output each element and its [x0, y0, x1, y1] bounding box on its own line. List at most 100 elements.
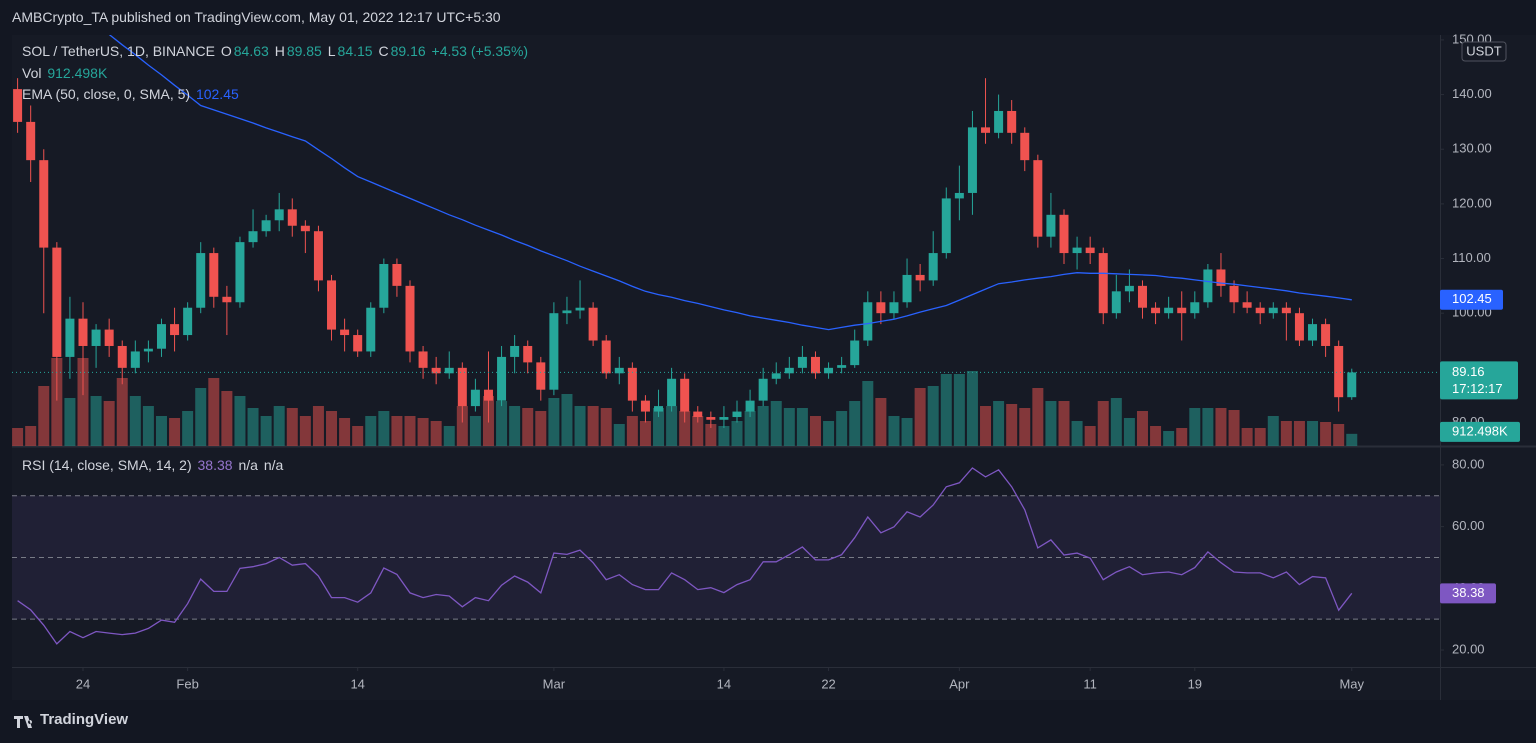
candle-body: [824, 367, 834, 374]
volume-bar: [1202, 408, 1214, 446]
candle-body: [797, 356, 807, 368]
low-value: 84.15: [337, 43, 373, 59]
volume-bar: [77, 358, 89, 446]
volume-bar: [1110, 398, 1122, 446]
volume-bar: [901, 418, 913, 446]
volume-bar: [1019, 408, 1031, 446]
volume-bar: [1136, 411, 1148, 446]
volume-bar: [783, 408, 795, 446]
x-tick-label: Mar: [543, 676, 566, 691]
candle-body: [1085, 247, 1095, 254]
volume-name: Vol: [22, 65, 42, 81]
x-tick-label: May: [1339, 676, 1364, 691]
volume-bar: [1228, 410, 1240, 446]
volume-bar: [247, 408, 259, 446]
y-tick-label: 140.00: [1452, 86, 1492, 101]
volume-bar: [626, 416, 638, 446]
y-tick-label: 130.00: [1452, 141, 1492, 156]
symbol: SOL / TetherUS, 1D, BINANCE: [22, 43, 215, 59]
volume-bar: [666, 406, 678, 446]
candle-body: [156, 324, 166, 349]
candle-body: [143, 348, 153, 352]
candle-body: [327, 280, 337, 330]
volume-bar: [653, 408, 665, 446]
candle-body: [549, 313, 559, 390]
volume-bar: [1346, 433, 1358, 446]
change: +4.53 (+5.35%): [431, 43, 529, 59]
candle-body: [183, 307, 193, 336]
candle-body: [470, 389, 480, 407]
candle-body: [1242, 302, 1252, 308]
candle-body: [1268, 307, 1278, 314]
ema-value: 102.45: [195, 86, 239, 102]
candle-body: [392, 264, 402, 286]
candle-body: [405, 285, 415, 352]
candle-body: [130, 351, 140, 368]
candle-body: [1124, 285, 1134, 292]
candle-body: [1020, 132, 1030, 161]
candle-body: [1046, 214, 1056, 237]
candle-body: [1033, 160, 1043, 237]
volume-bar: [1163, 431, 1175, 446]
volume-bar: [365, 416, 377, 446]
volume-bar: [391, 416, 403, 446]
candle-body: [418, 351, 428, 368]
x-tick-label: 24: [76, 676, 90, 691]
candle-body: [209, 253, 219, 297]
volume-bar: [1320, 422, 1332, 446]
candle-body: [78, 318, 88, 346]
chart-background: [12, 35, 1440, 667]
candle-body: [274, 209, 284, 221]
volume-bar: [1189, 408, 1201, 446]
candle-body: [366, 307, 376, 352]
rsi-y-tick-label: 80.00: [1452, 456, 1485, 471]
candle-body: [536, 362, 546, 390]
volume-bar: [679, 411, 691, 446]
candle-body: [104, 329, 114, 346]
candle-body: [902, 274, 912, 303]
candle-body: [588, 307, 598, 341]
badges: USDT 102.45 89.16 17:12:17 912.498K 38.38: [1440, 41, 1520, 604]
volume-bar: [64, 398, 76, 446]
volume-badge: [1440, 421, 1520, 442]
open-value: 84.63: [233, 43, 269, 59]
close-value: 89.16: [390, 43, 426, 59]
currency-badge: [1461, 41, 1507, 62]
volume-bar: [836, 411, 848, 446]
volume-bar: [12, 428, 24, 446]
currency-label: USDT: [1466, 43, 1501, 58]
candle-body: [91, 329, 101, 346]
candle-body: [65, 318, 75, 357]
rsi-badge: [1440, 583, 1496, 604]
volume-bar: [208, 378, 220, 446]
candle-body: [732, 411, 742, 418]
volume-bar: [1123, 418, 1135, 446]
volume-bar: [352, 426, 364, 446]
volume-bar: [849, 401, 861, 446]
symbol-legend: SOL / TetherUS, 1D, BINANCE O 84.63 H 89.8…: [22, 43, 530, 59]
candle-body: [1190, 302, 1200, 314]
volume-bar: [234, 396, 246, 446]
candle-body: [431, 367, 441, 374]
volume-bar: [875, 398, 887, 446]
high-value: 89.85: [286, 43, 322, 59]
volume-bar: [496, 401, 508, 446]
candle-body: [235, 242, 245, 303]
volume-bar: [299, 416, 311, 446]
volume-bar: [940, 374, 952, 446]
volume-bar: [613, 424, 625, 446]
candle-body: [967, 127, 977, 193]
candle-body: [1007, 110, 1017, 133]
rsi-extra: n/a: [238, 457, 258, 473]
candle-body: [196, 253, 206, 308]
volume-bar: [1045, 401, 1057, 446]
volume-bar: [770, 401, 782, 446]
candle-body: [1308, 324, 1318, 341]
volume-bar: [561, 394, 573, 446]
volume-bar: [1267, 416, 1279, 446]
rsi-line: [17, 467, 1353, 645]
volume-bar: [129, 396, 141, 446]
candle-body: [601, 340, 611, 374]
candle-body: [1347, 372, 1357, 398]
candle-body: [994, 110, 1004, 133]
